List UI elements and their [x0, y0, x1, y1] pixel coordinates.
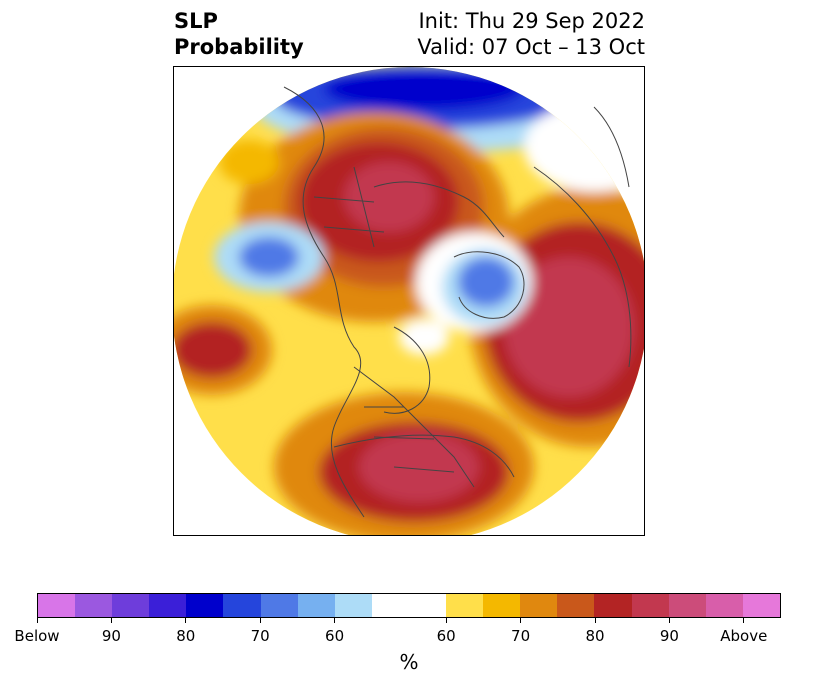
title-quantity: Probability	[174, 35, 304, 59]
title-variable: SLP	[174, 9, 218, 33]
colorbar	[37, 593, 781, 618]
colorbar-tick-label: 90	[659, 627, 679, 645]
colorbar-segment	[112, 594, 150, 617]
colorbar-segment	[223, 594, 261, 617]
colorbar-segment	[186, 594, 224, 617]
colorbar-segment	[742, 594, 780, 617]
colorbar-tick-label: 60	[436, 627, 456, 645]
colorbar-segment	[520, 594, 558, 617]
colorbar-tick-label: 90	[101, 627, 121, 645]
colorbar-tick-label: 70	[250, 627, 270, 645]
valid-range: Valid: 07 Oct – 13 Oct	[417, 35, 645, 59]
colorbar-tick	[668, 618, 670, 623]
map-panel	[173, 66, 645, 536]
colorbar-unit-label: %	[399, 650, 419, 674]
coastlines	[283, 86, 632, 518]
colorbar-segment	[705, 594, 743, 617]
colorbar-tick	[520, 618, 522, 623]
colorbar-tick-label: 80	[176, 627, 196, 645]
colorbar-tick	[185, 618, 187, 623]
colorbar-tick	[445, 618, 447, 623]
colorbar-segment	[594, 594, 632, 617]
colorbar-tick-label: 60	[325, 627, 345, 645]
colorbar-segment	[371, 594, 447, 617]
colorbar-segment	[75, 594, 113, 617]
colorbar-tick	[594, 618, 596, 623]
colorbar-tick-label: Above	[720, 627, 768, 645]
chart-title-right: Init: Thu 29 Sep 2022 Valid: 07 Oct – 13…	[417, 8, 645, 60]
colorbar-tick	[110, 618, 112, 623]
colorbar-tick	[36, 618, 38, 623]
colorbar-tick	[259, 618, 261, 623]
colorbar-tick-label: 70	[511, 627, 531, 645]
colorbar-segment	[668, 594, 706, 617]
colorbar-segment	[297, 594, 335, 617]
colorbar-segment	[38, 594, 76, 617]
probability-map	[174, 67, 644, 535]
colorbar-tick-label: 80	[585, 627, 605, 645]
colorbar-segment	[557, 594, 595, 617]
colorbar-tick-label: Below	[14, 627, 60, 645]
colorbar-segment	[483, 594, 521, 617]
colorbar-tick	[743, 618, 745, 623]
colorbar-segment	[631, 594, 669, 617]
chart-title-left: SLP Probability	[174, 8, 304, 60]
init-date: Init: Thu 29 Sep 2022	[418, 9, 645, 33]
colorbar-segment	[260, 594, 298, 617]
colorbar-segment	[334, 594, 372, 617]
colorbar-segment	[149, 594, 187, 617]
colorbar-segment	[446, 594, 484, 617]
colorbar-tick	[334, 618, 336, 623]
